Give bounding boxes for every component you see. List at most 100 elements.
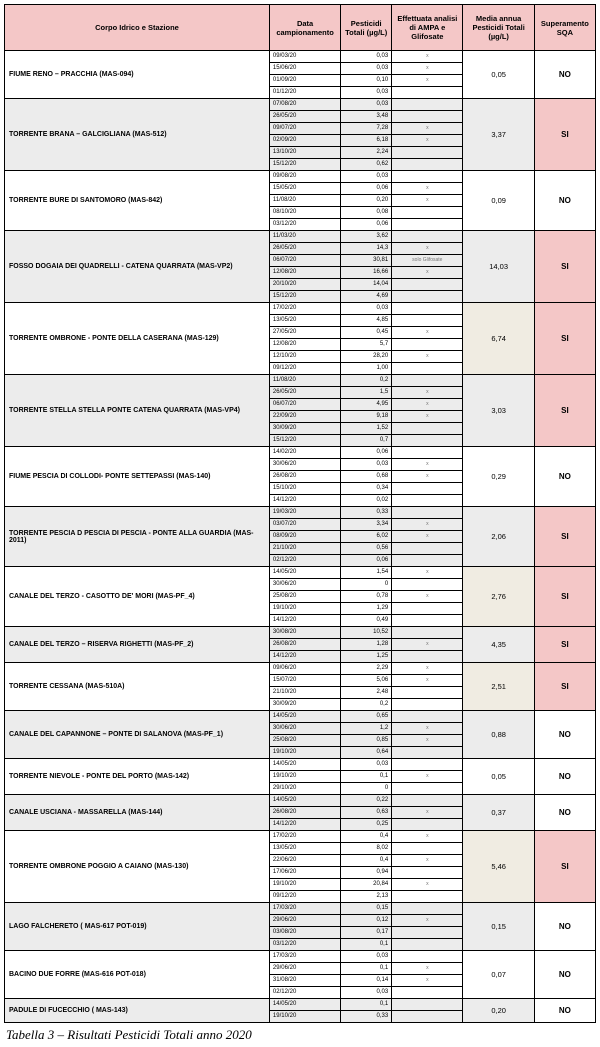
analysis-cell: [392, 711, 463, 723]
analysis-cell: x: [392, 675, 463, 687]
media-cell: 5,46: [463, 831, 534, 903]
sqa-cell: NO: [534, 447, 595, 507]
analysis-cell: [392, 843, 463, 855]
totali-cell: 0,4: [341, 831, 392, 843]
analysis-cell: [392, 303, 463, 315]
date-cell: 30/06/20: [269, 459, 340, 471]
totali-cell: 0,1: [341, 939, 392, 951]
totali-cell: 28,20: [341, 351, 392, 363]
sqa-cell: NO: [534, 51, 595, 99]
sqa-cell: NO: [534, 759, 595, 795]
table-row: CANALE DEL TERZO - CASOTTO DE' MORI (MAS…: [5, 567, 596, 579]
sqa-cell: SI: [534, 567, 595, 627]
date-cell: 15/12/20: [269, 291, 340, 303]
totali-cell: 0,03: [341, 63, 392, 75]
totali-cell: 5,7: [341, 339, 392, 351]
totali-cell: 0,2: [341, 375, 392, 387]
date-cell: 14/12/20: [269, 615, 340, 627]
analysis-cell: x: [392, 591, 463, 603]
sqa-cell: SI: [534, 375, 595, 447]
analysis-cell: [392, 987, 463, 999]
date-cell: 19/10/20: [269, 603, 340, 615]
media-cell: 2,51: [463, 663, 534, 711]
analysis-cell: [392, 999, 463, 1011]
station-name-cell: FIUME RENO – PRACCHIA (MAS-094): [5, 51, 270, 99]
totali-cell: 0,63: [341, 807, 392, 819]
analysis-cell: [392, 219, 463, 231]
totali-cell: 0,7: [341, 435, 392, 447]
date-cell: 19/10/20: [269, 747, 340, 759]
totali-cell: 30,81: [341, 255, 392, 267]
date-cell: 14/05/20: [269, 795, 340, 807]
analysis-cell: [392, 579, 463, 591]
date-cell: 17/03/20: [269, 903, 340, 915]
totali-cell: 0,68: [341, 471, 392, 483]
sqa-cell: SI: [534, 627, 595, 663]
analysis-cell: x: [392, 519, 463, 531]
date-cell: 14/02/20: [269, 447, 340, 459]
analysis-cell: [392, 171, 463, 183]
station-name-cell: CANALE USCIANA - MASSARELLA (MAS-144): [5, 795, 270, 831]
station-name-cell: FIUME PESCIA DI COLLODI- PONTE SETTEPASS…: [5, 447, 270, 507]
analysis-cell: x: [392, 915, 463, 927]
date-cell: 15/10/20: [269, 483, 340, 495]
date-cell: 30/09/20: [269, 699, 340, 711]
analysis-cell: x: [392, 135, 463, 147]
totali-cell: 0,1: [341, 963, 392, 975]
analysis-cell: [392, 291, 463, 303]
totali-cell: 0,34: [341, 483, 392, 495]
analysis-cell: [392, 747, 463, 759]
sqa-cell: SI: [534, 99, 595, 171]
totali-cell: 0,15: [341, 903, 392, 915]
date-cell: 21/10/20: [269, 687, 340, 699]
analysis-cell: x: [392, 963, 463, 975]
totali-cell: 7,28: [341, 123, 392, 135]
date-cell: 09/12/20: [269, 363, 340, 375]
analysis-cell: x: [392, 723, 463, 735]
analysis-cell: [392, 783, 463, 795]
media-cell: 4,35: [463, 627, 534, 663]
totali-cell: 0,65: [341, 711, 392, 723]
analysis-cell: [392, 423, 463, 435]
h-analysis: Effettuata analisi di AMPA e Glifosate: [392, 5, 463, 51]
date-cell: 19/10/20: [269, 1011, 340, 1023]
table-caption: Tabella 3 – Risultati Pesticidi Totali a…: [4, 1027, 596, 1043]
analysis-cell: [392, 603, 463, 615]
totali-cell: 1,52: [341, 423, 392, 435]
table-row: TORRENTE OMBRONE - PONTE DELLA CASERANA …: [5, 303, 596, 315]
analysis-cell: [392, 111, 463, 123]
totali-cell: 10,52: [341, 627, 392, 639]
totali-cell: 0,03: [341, 303, 392, 315]
date-cell: 14/05/20: [269, 759, 340, 771]
table-row: TORRENTE STELLA STELLA PONTE CATENA QUAR…: [5, 375, 596, 387]
totali-cell: 1,00: [341, 363, 392, 375]
date-cell: 30/08/20: [269, 627, 340, 639]
totali-cell: 0,08: [341, 207, 392, 219]
analysis-cell: [392, 939, 463, 951]
analysis-cell: [392, 543, 463, 555]
table-row: FIUME PESCIA DI COLLODI- PONTE SETTEPASS…: [5, 447, 596, 459]
analysis-cell: x: [392, 735, 463, 747]
analysis-cell: [392, 447, 463, 459]
analysis-cell: x: [392, 879, 463, 891]
h-totali: Pesticidi Totali (µg/L): [341, 5, 392, 51]
totali-cell: 3,48: [341, 111, 392, 123]
station-name-cell: CANALE DEL TERZO – RISERVA RIGHETTI (MAS…: [5, 627, 270, 663]
analysis-cell: x: [392, 567, 463, 579]
analysis-cell: x: [392, 831, 463, 843]
date-cell: 09/07/20: [269, 123, 340, 135]
date-cell: 11/08/20: [269, 195, 340, 207]
totali-cell: 0,33: [341, 507, 392, 519]
date-cell: 26/05/20: [269, 387, 340, 399]
totali-cell: 0,06: [341, 219, 392, 231]
totali-cell: 0,85: [341, 735, 392, 747]
totali-cell: 0,2: [341, 699, 392, 711]
totali-cell: 2,24: [341, 147, 392, 159]
table-row: FOSSO DOGAIA DEI QUADRELLI - CATENA QUAR…: [5, 231, 596, 243]
totali-cell: 2,29: [341, 663, 392, 675]
analysis-cell: [392, 867, 463, 879]
totali-cell: 0,10: [341, 75, 392, 87]
date-cell: 17/02/20: [269, 831, 340, 843]
analysis-cell: x: [392, 123, 463, 135]
media-cell: 0,37: [463, 795, 534, 831]
